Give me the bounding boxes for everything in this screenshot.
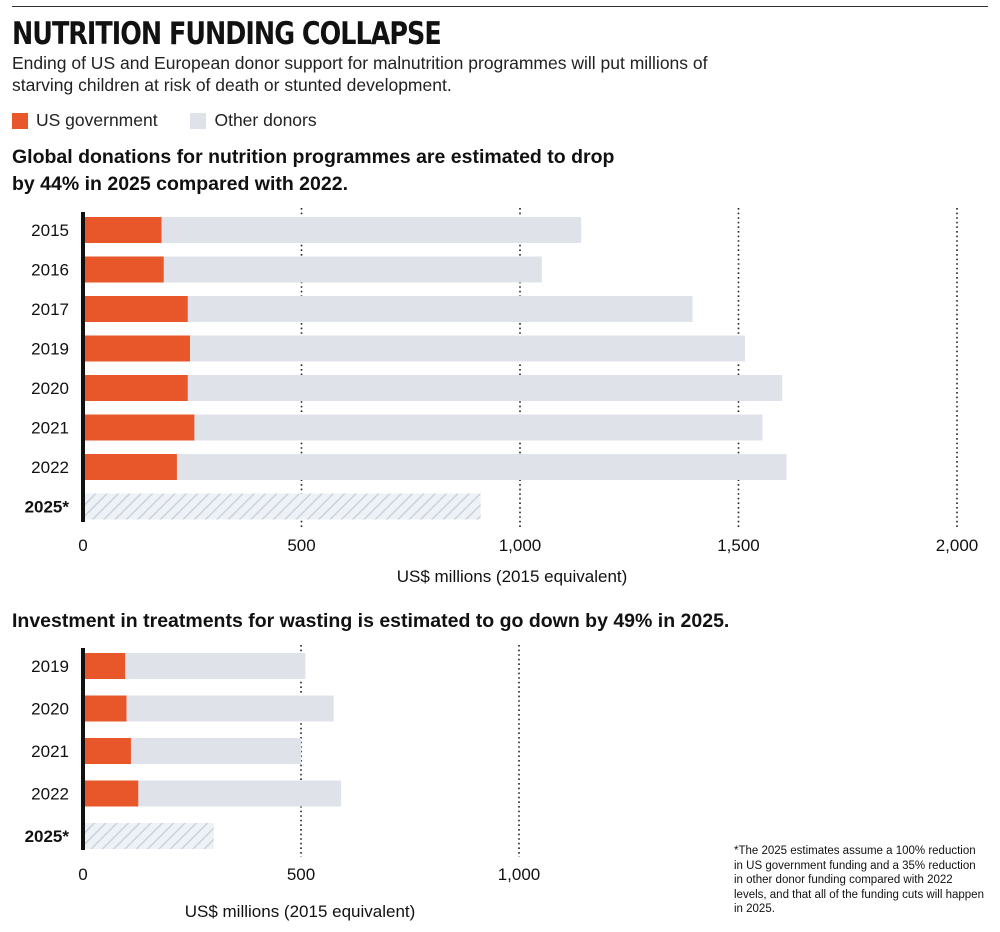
legend-label-other: Other donors — [214, 110, 317, 130]
page-title: NUTRITION FUNDING COLLAPSE — [12, 16, 442, 52]
legend: US government Other donors — [12, 110, 345, 134]
legend-item-us: US government — [12, 110, 158, 131]
bar-us-government — [83, 335, 191, 362]
bar-us-government — [83, 780, 139, 807]
x-tick-label: 2,000 — [936, 536, 979, 555]
bar-other-donors — [125, 653, 306, 679]
bar-other-donors — [126, 695, 334, 722]
bar-us-government — [83, 454, 177, 480]
chart1-plot: 2015 2016 2017 2019 2020 2021 2022 2025* 0 500 1,0… — [25, 208, 979, 586]
bar-other-donors — [161, 217, 582, 243]
x-tick-label: 0 — [78, 536, 87, 555]
estimate-bar — [83, 493, 481, 520]
bar-us-government — [83, 738, 131, 764]
bar-other-donors — [194, 414, 763, 441]
category-label: 2020 — [31, 379, 69, 398]
chart2-plot: 2019 2020 2021 2022 2025* 0 500 1,000 US$ millio… — [25, 645, 541, 921]
legend-swatch-us — [12, 112, 28, 129]
category-label: 2021 — [31, 742, 69, 761]
category-label: 2020 — [31, 700, 69, 719]
category-label: 2022 — [31, 458, 69, 477]
legend-item-other: Other donors — [190, 110, 317, 131]
category-label: 2019 — [31, 657, 69, 676]
category-label: 2021 — [31, 419, 69, 438]
x-tick-label: 1,500 — [717, 536, 760, 555]
footnote: *The 2025 estimates assume a 100% reduct… — [734, 845, 984, 915]
x-axis-label: US$ millions (2015 equivalent) — [185, 902, 416, 921]
chart1-title: Global donations for nutrition programme… — [12, 146, 615, 195]
legend-swatch-other — [190, 112, 207, 129]
top-rule — [12, 6, 988, 7]
bar-other-donors — [163, 256, 542, 283]
bar-us-government — [83, 217, 162, 243]
x-tick-label: 1,000 — [499, 536, 542, 555]
bar-us-government — [83, 695, 127, 722]
x-axis-label: US$ millions (2015 equivalent) — [397, 567, 628, 586]
bar-other-donors — [190, 335, 746, 362]
category-label: 2015 — [31, 221, 69, 240]
category-label: 2017 — [31, 300, 69, 319]
bar-other-donors — [187, 296, 693, 322]
category-label: 2016 — [31, 261, 69, 280]
bar-us-government — [83, 296, 188, 322]
category-label: 2022 — [31, 785, 69, 804]
category-label: 2019 — [31, 340, 69, 359]
bar-us-government — [83, 256, 164, 283]
subtitle: Ending of US and European donor support … — [12, 53, 708, 95]
x-tick-label: 500 — [287, 865, 315, 884]
estimate-bar — [83, 823, 214, 849]
category-label: 2025* — [25, 827, 70, 846]
bar-other-donors — [130, 738, 301, 764]
x-tick-label: 0 — [78, 865, 87, 884]
bar-other-donors — [176, 454, 787, 480]
chart2-title: Investment in treatments for wasting is … — [12, 610, 730, 632]
bar-us-government — [83, 375, 188, 401]
category-label: 2025* — [25, 498, 70, 517]
bar-other-donors — [138, 780, 342, 807]
legend-label-us: US government — [36, 110, 158, 130]
x-tick-label: 500 — [287, 536, 315, 555]
bar-other-donors — [187, 375, 783, 401]
bar-us-government — [83, 653, 126, 679]
bar-us-government — [83, 414, 195, 441]
x-tick-label: 1,000 — [498, 865, 541, 884]
